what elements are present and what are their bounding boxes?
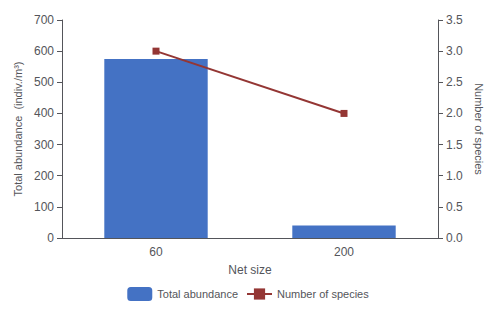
svg-text:3.5: 3.5 — [446, 13, 463, 27]
svg-text:Total abundance (indiv./m³): Total abundance (indiv./m³) — [12, 62, 24, 197]
svg-text:Number of species: Number of species — [277, 288, 369, 300]
svg-text:2.0: 2.0 — [446, 106, 463, 120]
svg-text:200: 200 — [334, 245, 354, 259]
svg-text:2.5: 2.5 — [446, 75, 463, 89]
svg-text:Total abundance: Total abundance — [157, 288, 238, 300]
svg-text:0.5: 0.5 — [446, 200, 463, 214]
svg-text:200: 200 — [34, 169, 54, 183]
svg-text:Number of species: Number of species — [473, 83, 485, 175]
svg-text:1.5: 1.5 — [446, 138, 463, 152]
svg-text:60: 60 — [149, 245, 163, 259]
svg-text:600: 600 — [34, 44, 54, 58]
svg-text:0: 0 — [47, 231, 54, 245]
svg-text:3.0: 3.0 — [446, 44, 463, 58]
svg-text:100: 100 — [34, 200, 54, 214]
svg-text:Net size: Net size — [228, 263, 272, 277]
svg-text:700: 700 — [34, 13, 54, 27]
svg-text:500: 500 — [34, 75, 54, 89]
svg-text:400: 400 — [34, 106, 54, 120]
svg-text:1.0: 1.0 — [446, 169, 463, 183]
svg-text:300: 300 — [34, 138, 54, 152]
svg-text:0.0: 0.0 — [446, 231, 463, 245]
